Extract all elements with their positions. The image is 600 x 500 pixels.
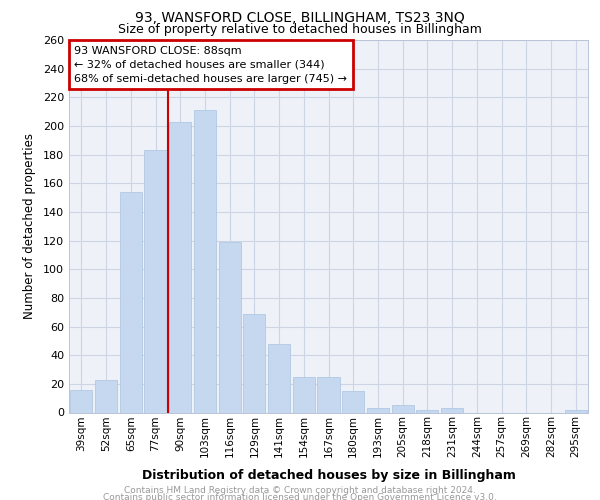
X-axis label: Distribution of detached houses by size in Billingham: Distribution of detached houses by size … <box>142 468 515 481</box>
Bar <box>441 408 463 412</box>
Text: Size of property relative to detached houses in Billingham: Size of property relative to detached ho… <box>118 22 482 36</box>
Bar <box>243 314 265 412</box>
Text: Contains HM Land Registry data © Crown copyright and database right 2024.: Contains HM Land Registry data © Crown c… <box>124 486 476 495</box>
Text: 93 WANSFORD CLOSE: 88sqm
← 32% of detached houses are smaller (344)
68% of semi-: 93 WANSFORD CLOSE: 88sqm ← 32% of detach… <box>74 46 347 84</box>
Text: Contains public sector information licensed under the Open Government Licence v3: Contains public sector information licen… <box>103 494 497 500</box>
Bar <box>145 150 167 412</box>
Bar <box>119 192 142 412</box>
Bar <box>169 122 191 412</box>
Bar <box>367 408 389 412</box>
Text: 93, WANSFORD CLOSE, BILLINGHAM, TS23 3NQ: 93, WANSFORD CLOSE, BILLINGHAM, TS23 3NQ <box>135 12 465 26</box>
Bar <box>342 391 364 412</box>
Bar <box>268 344 290 412</box>
Bar <box>95 380 117 412</box>
Bar <box>70 390 92 412</box>
Bar <box>392 406 414 412</box>
Bar <box>416 410 439 412</box>
Bar <box>565 410 587 412</box>
Bar <box>194 110 216 412</box>
Bar <box>293 376 315 412</box>
Y-axis label: Number of detached properties: Number of detached properties <box>23 133 36 320</box>
Bar <box>317 376 340 412</box>
Bar <box>218 242 241 412</box>
